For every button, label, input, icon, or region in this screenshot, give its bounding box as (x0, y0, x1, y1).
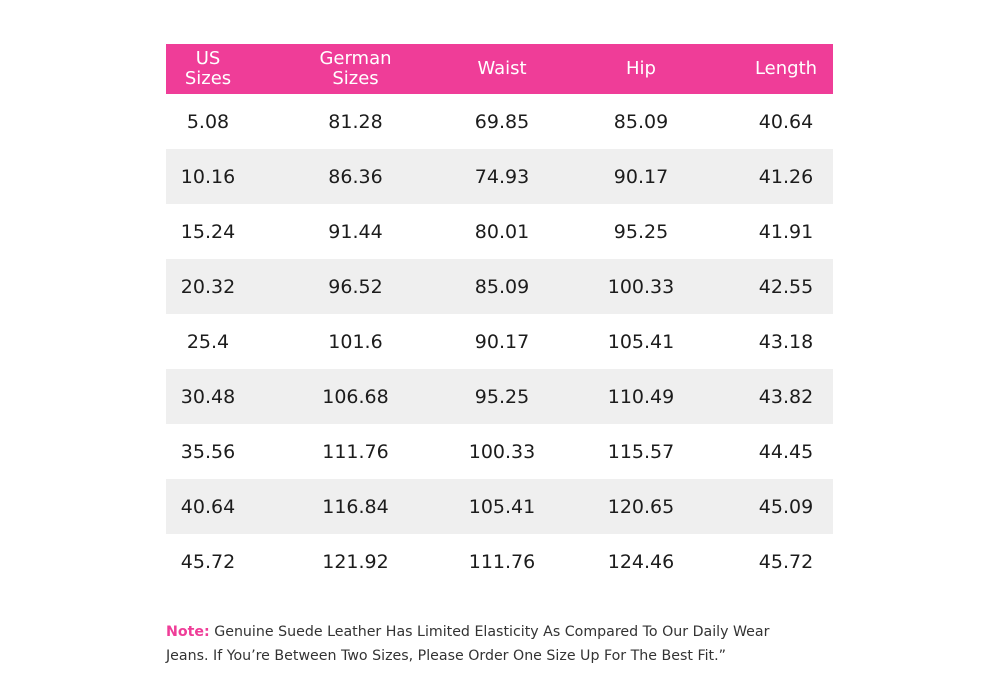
cell-us-size: 15.24 (180, 220, 236, 243)
cell-hip: 120.65 (607, 495, 675, 518)
cell-waist: 69.85 (474, 110, 530, 133)
table-row: 45.72 121.92 111.76 124.46 45.72 (166, 534, 833, 589)
cell-german-size: 86.36 (328, 165, 383, 188)
cell-waist: 74.93 (474, 165, 530, 188)
table-row: 35.56 111.76 100.33 115.57 44.45 (166, 424, 833, 479)
table-row: 15.24 91.44 80.01 95.25 41.91 (166, 204, 833, 259)
cell-length: 42.55 (758, 275, 814, 298)
cell-us-size: 30.48 (180, 385, 236, 408)
cell-german-size: 111.76 (322, 440, 389, 463)
header-length: Length (754, 58, 818, 79)
cell-hip: 90.17 (613, 165, 669, 188)
header-waist: Waist (477, 58, 527, 79)
cell-hip: 95.25 (613, 220, 669, 243)
header-us-sizes: US Sizes (184, 48, 232, 89)
cell-german-size: 81.28 (328, 110, 383, 133)
cell-length: 40.64 (758, 110, 814, 133)
cell-us-size: 25.4 (186, 330, 230, 353)
cell-length: 41.26 (758, 165, 814, 188)
table-row: 25.4 101.6 90.17 105.41 43.18 (166, 314, 833, 369)
size-chart-table: US Sizes German Sizes Waist Hip Length 5… (166, 44, 833, 589)
cell-length: 45.09 (758, 495, 814, 518)
header-german-sizes: German Sizes (319, 48, 392, 89)
cell-us-size: 10.16 (180, 165, 236, 188)
cell-length: 43.82 (758, 385, 814, 408)
table-body: 5.08 81.28 69.85 85.09 40.64 10.16 86.36… (166, 94, 833, 589)
cell-hip: 124.46 (607, 550, 675, 573)
cell-length: 41.91 (758, 220, 814, 243)
table-row: 30.48 106.68 95.25 110.49 43.82 (166, 369, 833, 424)
cell-german-size: 101.6 (328, 330, 383, 353)
header-row: US Sizes German Sizes Waist Hip Length (166, 44, 833, 94)
cell-us-size: 40.64 (180, 495, 236, 518)
cell-hip: 115.57 (607, 440, 675, 463)
cell-us-size: 45.72 (180, 550, 236, 573)
cell-german-size: 121.92 (322, 550, 389, 573)
cell-german-size: 91.44 (328, 220, 383, 243)
table-header: US Sizes German Sizes Waist Hip Length (166, 44, 833, 94)
cell-length: 44.45 (758, 440, 814, 463)
cell-german-size: 96.52 (328, 275, 383, 298)
cell-us-size: 5.08 (186, 110, 230, 133)
cell-us-size: 35.56 (180, 440, 236, 463)
cell-waist: 95.25 (474, 385, 530, 408)
cell-german-size: 106.68 (322, 385, 389, 408)
cell-waist: 111.76 (468, 550, 536, 573)
cell-length: 43.18 (758, 330, 814, 353)
note-label: Note: (166, 624, 210, 641)
cell-waist: 105.41 (468, 495, 536, 518)
cell-waist: 100.33 (468, 440, 536, 463)
cell-waist: 85.09 (474, 275, 530, 298)
cell-hip: 100.33 (607, 275, 675, 298)
cell-hip: 85.09 (613, 110, 669, 133)
cell-waist: 90.17 (474, 330, 530, 353)
cell-german-size: 116.84 (322, 495, 389, 518)
table-row: 40.64 116.84 105.41 120.65 45.09 (166, 479, 833, 534)
table-row: 20.32 96.52 85.09 100.33 42.55 (166, 259, 833, 314)
table-row: 5.08 81.28 69.85 85.09 40.64 (166, 94, 833, 149)
cell-hip: 105.41 (607, 330, 675, 353)
table-row: 10.16 86.36 74.93 90.17 41.26 (166, 149, 833, 204)
fit-note: Note: Genuine Suede Leather Has Limited … (166, 620, 806, 668)
cell-length: 45.72 (758, 550, 814, 573)
cell-us-size: 20.32 (180, 275, 236, 298)
note-text: Genuine Suede Leather Has Limited Elasti… (166, 624, 770, 665)
header-hip: Hip (626, 58, 656, 79)
cell-waist: 80.01 (474, 220, 530, 243)
cell-hip: 110.49 (607, 385, 675, 408)
